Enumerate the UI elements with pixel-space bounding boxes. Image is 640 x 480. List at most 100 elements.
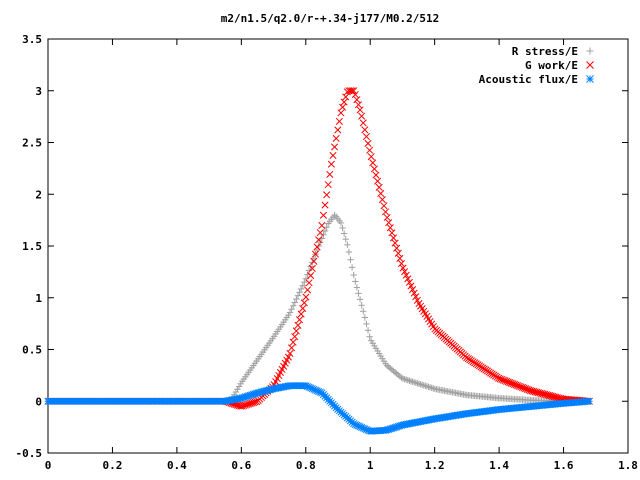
data-point <box>310 257 318 265</box>
data-point <box>326 170 334 178</box>
legend-label: R stress/E <box>512 45 578 58</box>
data-point <box>297 285 305 293</box>
data-point <box>319 211 327 219</box>
y-tick-label: 2 <box>35 188 42 201</box>
data-point <box>389 234 398 242</box>
data-point <box>383 213 391 222</box>
data-point <box>364 139 372 147</box>
data-point <box>302 293 310 301</box>
data-point <box>370 165 378 173</box>
data-point <box>235 383 243 390</box>
data-point <box>412 293 420 301</box>
data-point <box>286 349 294 358</box>
data-point <box>401 268 409 276</box>
data-point <box>360 308 367 315</box>
data-point <box>361 126 369 134</box>
data-point <box>345 248 353 256</box>
data-point <box>426 384 434 391</box>
x-tick-label: 0.8 <box>296 459 316 472</box>
data-point <box>383 362 391 369</box>
data-point <box>396 254 404 262</box>
data-point <box>297 310 305 318</box>
data-point <box>417 381 424 388</box>
x-tick-label: 1.6 <box>554 459 574 472</box>
data-point <box>296 316 304 324</box>
data-point <box>409 285 417 294</box>
data-point <box>234 386 241 393</box>
data-point <box>350 87 358 95</box>
data-point <box>329 151 337 160</box>
data-point <box>340 230 348 237</box>
x-tick-label: 1.2 <box>425 459 445 472</box>
data-point <box>353 284 361 291</box>
data-point <box>405 278 413 286</box>
series-0 <box>44 211 593 405</box>
data-point <box>293 295 300 303</box>
data-point <box>378 196 386 204</box>
data-point <box>366 146 374 154</box>
data-point <box>358 302 365 309</box>
data-point <box>407 282 415 290</box>
data-point <box>320 231 327 238</box>
data-point <box>422 382 429 390</box>
data-point <box>390 367 397 375</box>
data-point <box>340 98 348 106</box>
x-tick-label: 1.4 <box>489 459 509 472</box>
data-point <box>359 119 367 127</box>
data-point <box>364 327 372 334</box>
data-point <box>342 93 350 101</box>
data-point <box>391 369 399 376</box>
data-point <box>402 271 410 279</box>
data-point <box>337 219 345 227</box>
x-tick-label: 0.2 <box>103 459 123 472</box>
data-point <box>339 224 346 232</box>
series-1 <box>44 87 593 410</box>
data-point <box>321 201 329 209</box>
y-tick-label: 1.5 <box>22 240 42 253</box>
data-point <box>369 159 377 167</box>
data-point <box>380 202 388 210</box>
data-point <box>388 229 396 237</box>
axis-ticks <box>47 38 629 454</box>
data-point <box>418 381 426 389</box>
data-point <box>420 382 427 389</box>
data-point <box>344 241 351 248</box>
x-tick-label: 1.8 <box>618 459 638 472</box>
axis-tick-labels: 0 0.2 0.4 0.6 0.8 1 1.2 1.4 1.6 1.8-0.500.511.522… <box>16 33 638 472</box>
data-point <box>423 383 431 390</box>
data-point <box>288 305 295 313</box>
data-point <box>299 282 306 289</box>
data-point <box>375 183 383 191</box>
data-point <box>362 133 370 141</box>
x-tick-label: 1 <box>367 459 374 472</box>
data-point <box>232 388 240 396</box>
data-point <box>367 153 375 161</box>
data-point <box>323 224 330 231</box>
y-tick-label: 0 <box>35 395 42 408</box>
data-point <box>307 272 315 280</box>
data-point <box>296 289 303 296</box>
chart-title: m2/n1.5/q2.0/r-+.34-j177/M0.2/512 <box>221 12 440 25</box>
data-point <box>403 376 410 383</box>
data-point <box>348 264 356 271</box>
data-point <box>407 378 415 385</box>
data-point <box>414 380 421 387</box>
data-point <box>303 286 312 294</box>
data-point <box>311 250 320 258</box>
data-point <box>428 384 435 392</box>
data-point <box>398 374 405 381</box>
x-tick-label: 0.6 <box>231 459 251 472</box>
data-point <box>294 292 302 299</box>
data-point <box>301 278 308 286</box>
data-point <box>393 244 401 252</box>
data-point <box>412 379 419 386</box>
data-point <box>331 211 338 219</box>
data-point <box>305 267 313 274</box>
data-point <box>342 235 349 243</box>
data-point <box>323 191 331 199</box>
data-point <box>324 181 332 189</box>
data-series <box>44 87 593 435</box>
y-tick-label: 3.5 <box>22 33 42 46</box>
y-tick-label: 3 <box>35 85 42 98</box>
